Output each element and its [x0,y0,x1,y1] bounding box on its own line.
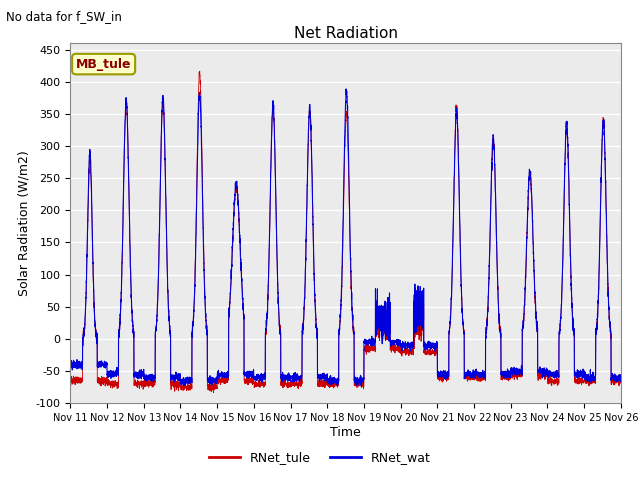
RNet_tule [617,381,625,386]
Title: Net Radiation: Net Radiation [294,25,397,41]
Line: RNet_wat: RNet_wat [70,89,621,386]
Legend: RNet_tule, RNet_wat: RNet_tule, RNet_wat [204,446,436,469]
RNet_wat [616,374,624,380]
RNet_wat [469,371,477,377]
RNet_tule [67,380,74,385]
RNet_tule [209,390,217,396]
RNet_tule [439,379,447,385]
RNet_tule [196,68,204,74]
Text: No data for f_SW_in: No data for f_SW_in [6,10,122,23]
RNet_wat [325,377,333,383]
RNet_wat [67,360,74,366]
Text: MB_tule: MB_tule [76,58,131,71]
RNet_tule [500,372,508,377]
RNet_tule [325,383,333,388]
RNet_tule [166,319,173,325]
Y-axis label: Solar Radiation (W/m2): Solar Radiation (W/m2) [17,150,30,296]
RNet_wat [166,315,173,321]
RNet_wat [205,384,213,389]
X-axis label: Time: Time [330,426,361,439]
RNet_tule [616,377,624,383]
Line: RNet_tule: RNet_tule [70,71,621,393]
RNet_wat [617,377,625,383]
RNet_tule [469,372,477,378]
RNet_wat [500,371,508,376]
RNet_wat [439,370,447,376]
RNet_wat [342,86,350,92]
